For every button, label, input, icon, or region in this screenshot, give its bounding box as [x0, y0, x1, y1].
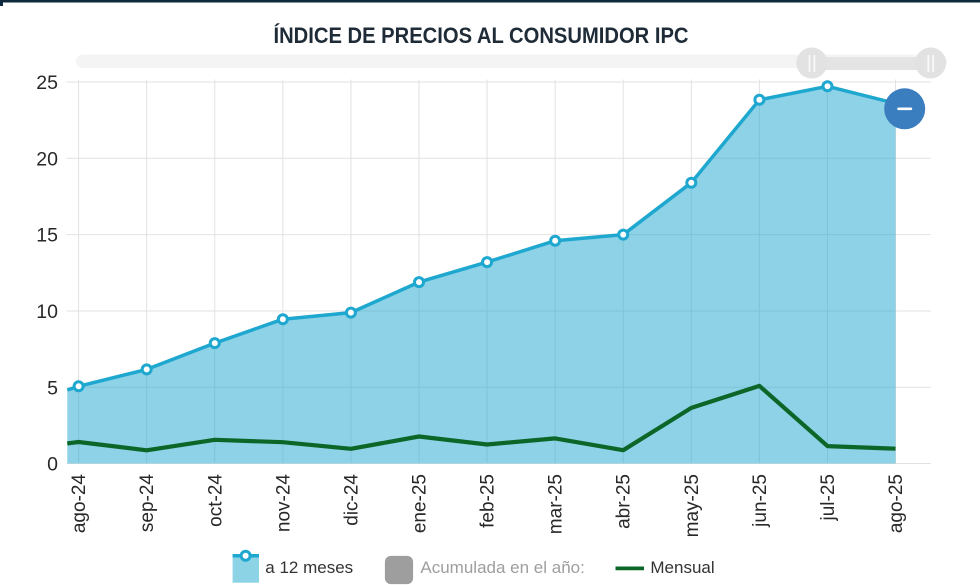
svg-text:sep-24: sep-24 [137, 474, 158, 533]
svg-text:10: 10 [36, 301, 58, 323]
svg-text:nov-24: nov-24 [273, 474, 294, 533]
svg-text:15: 15 [36, 225, 58, 247]
svg-text:5: 5 [47, 377, 58, 399]
svg-text:oct-24: oct-24 [205, 474, 226, 527]
svg-text:Mensual: Mensual [650, 558, 714, 577]
svg-text:20: 20 [36, 148, 58, 170]
svg-text:ago-24: ago-24 [69, 474, 90, 534]
svg-text:ene-25: ene-25 [410, 474, 431, 533]
svg-text:a 12 meses: a 12 meses [265, 558, 353, 577]
svg-text:25: 25 [36, 72, 58, 94]
svg-text:jul-25: jul-25 [818, 474, 839, 521]
svg-text:ago-25: ago-25 [886, 474, 907, 533]
svg-text:abr-25: abr-25 [614, 474, 635, 529]
svg-text:mar-25: mar-25 [546, 474, 567, 534]
svg-text:jun-25: jun-25 [750, 474, 771, 528]
svg-text:ÍNDICE DE PRECIOS AL CONSUMIDO: ÍNDICE DE PRECIOS AL CONSUMIDOR IPC [274, 23, 689, 48]
svg-text:dic-24: dic-24 [341, 474, 362, 526]
svg-text:Acumulada en el año:: Acumulada en el año: [420, 558, 584, 577]
svg-text:feb-25: feb-25 [478, 474, 499, 528]
svg-text:0: 0 [47, 454, 58, 476]
svg-text:may-25: may-25 [682, 474, 703, 537]
